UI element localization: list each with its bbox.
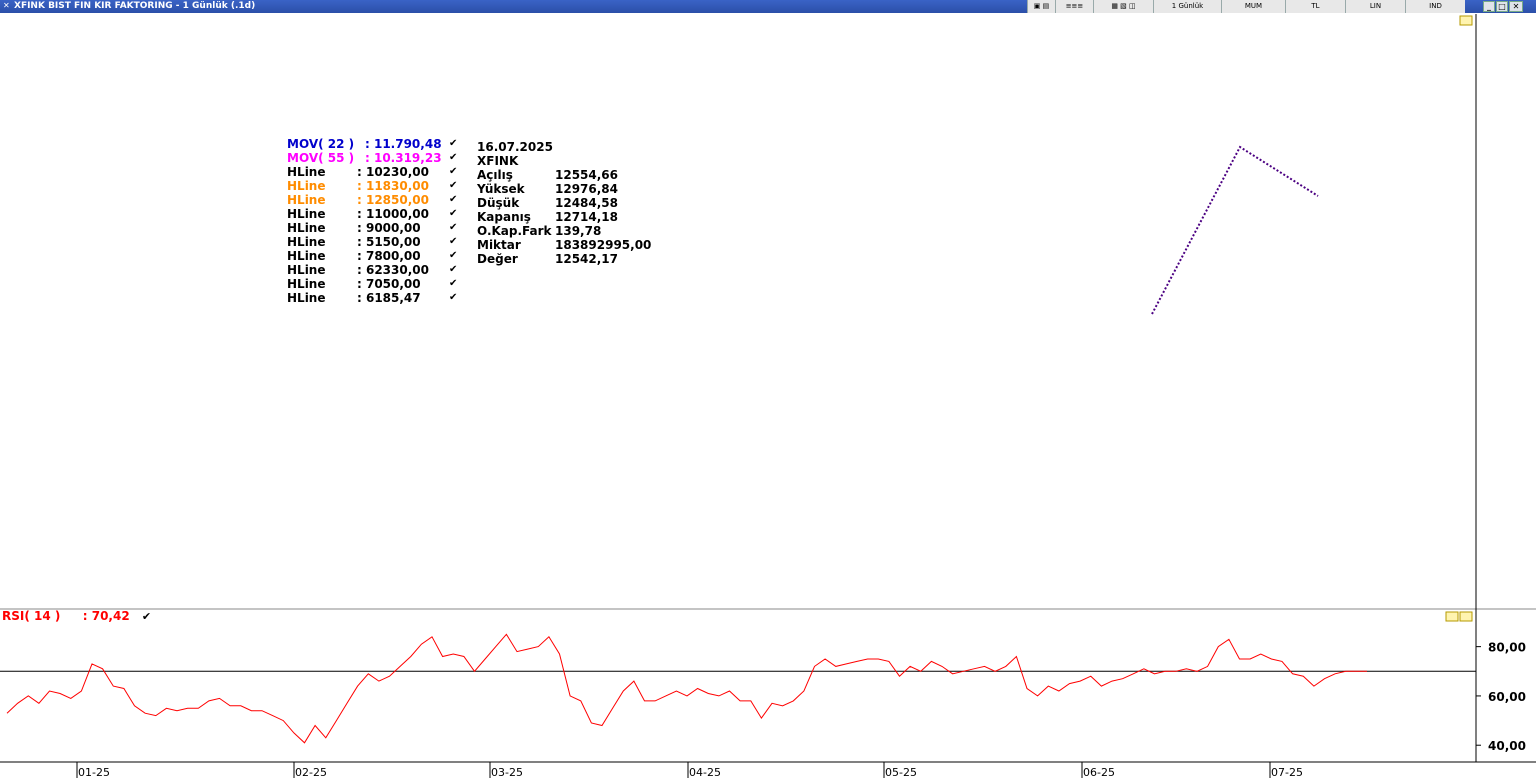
toolbar-icons[interactable]: ▣ ▤ bbox=[1027, 0, 1055, 13]
rsi-line[interactable] bbox=[6, 633, 1367, 744]
info-key: Yüksek bbox=[477, 182, 525, 196]
rsi-check-icon[interactable]: ✔ bbox=[141, 610, 152, 623]
legend-check-icon[interactable]: ✔ bbox=[449, 208, 458, 219]
panel-button-1[interactable] bbox=[1445, 611, 1459, 622]
x-tick-label: 03-25 bbox=[491, 766, 523, 779]
info-row: Düşük 12484,58 bbox=[477, 196, 618, 210]
info-key: Değer bbox=[477, 252, 518, 266]
scale-selector[interactable]: LIN bbox=[1345, 0, 1405, 13]
legend-name: HLine bbox=[287, 235, 326, 249]
legend-check-icon[interactable]: ✔ bbox=[449, 152, 458, 163]
legend-check-icon[interactable]: ✔ bbox=[449, 194, 458, 205]
rsi-label: RSI( 14 ) bbox=[2, 609, 61, 623]
legend-value: : 6185,47 bbox=[357, 291, 421, 305]
info-value: 12484,58 bbox=[555, 196, 619, 210]
rsi-y-tick-label: 40,00 bbox=[1488, 739, 1526, 753]
toolbar-icons-2[interactable]: ▦ ▧ ◫ bbox=[1093, 0, 1153, 13]
rsi-y-tick-label: 80,00 bbox=[1488, 641, 1526, 655]
period-combo[interactable]: ≡≡≡ bbox=[1055, 0, 1093, 13]
legend-name: HLine bbox=[287, 193, 326, 207]
legend-value: : 7800,00 bbox=[357, 249, 421, 263]
legend-check-icon[interactable]: ✔ bbox=[449, 278, 458, 289]
minimize-icon[interactable]: _ bbox=[1483, 1, 1495, 12]
legend-value: : 10.319,23 bbox=[365, 151, 442, 165]
info-row: Değer 12542,17 bbox=[477, 252, 618, 266]
window-title-bar: ✕ XFINK BIST FIN KIR FAKTORING - 1 Günlü… bbox=[0, 0, 1536, 13]
maximize-icon[interactable]: □ bbox=[1496, 1, 1508, 12]
legend-value: : 11000,00 bbox=[357, 207, 429, 221]
info-row: O.Kap.Fark 139,78 bbox=[477, 224, 601, 238]
legend-name: HLine bbox=[287, 291, 326, 305]
legend-name: MOV( 55 ) bbox=[287, 151, 355, 165]
legend-value: : 11830,00 bbox=[357, 179, 429, 193]
legend-name: MOV( 22 ) bbox=[287, 137, 355, 151]
legend-name: HLine bbox=[287, 207, 326, 221]
legend-value: : 9000,00 bbox=[357, 221, 421, 235]
ohlc-info-panel: 16.07.2025 XFINK Açılış 12554,66 Yüksek 129… bbox=[477, 140, 651, 266]
indicator-selector[interactable]: IND bbox=[1405, 0, 1465, 13]
legend-value: : 62330,00 bbox=[357, 263, 429, 277]
info-value: 12976,84 bbox=[555, 182, 619, 196]
rsi-legend: RSI( 14 ) : 70,42 ✔ bbox=[2, 609, 151, 623]
info-key: Açılış bbox=[477, 168, 513, 182]
x-tick-label: 02-25 bbox=[295, 766, 327, 779]
info-value: 183892995,00 bbox=[555, 238, 652, 252]
info-symbol: XFINK bbox=[477, 154, 519, 168]
fib-trend-drawing[interactable] bbox=[1151, 145, 1319, 315]
legend-name: HLine bbox=[287, 277, 326, 291]
panel-button-2[interactable] bbox=[1459, 611, 1473, 622]
info-key: Kapanış bbox=[477, 210, 531, 224]
legend-check-icon[interactable]: ✔ bbox=[449, 166, 458, 177]
period-selector[interactable]: 1 Günlük bbox=[1153, 0, 1221, 13]
legend-value: : 12850,00 bbox=[357, 193, 429, 207]
legend-check-icon[interactable]: ✔ bbox=[449, 138, 458, 149]
info-date: 16.07.2025 bbox=[477, 140, 553, 154]
info-key: Düşük bbox=[477, 196, 520, 210]
info-key: Miktar bbox=[477, 238, 521, 252]
info-row: Miktar 183892995,00 bbox=[477, 238, 651, 252]
rsi-y-tick-label: 60,00 bbox=[1488, 690, 1526, 704]
legend-check-icon[interactable]: ✔ bbox=[449, 264, 458, 275]
currency-selector[interactable]: TL bbox=[1285, 0, 1345, 13]
info-row: Yüksek 12976,84 bbox=[477, 182, 618, 196]
legend-value: : 11.790,48 bbox=[365, 137, 442, 151]
info-row: Açılış 12554,66 bbox=[477, 168, 618, 182]
info-value: 139,78 bbox=[555, 224, 602, 238]
x-tick-label: 01-25 bbox=[78, 766, 110, 779]
close-icon[interactable]: ✕ bbox=[1509, 1, 1523, 12]
info-value: 12542,17 bbox=[555, 252, 619, 266]
legend-check-icon[interactable]: ✔ bbox=[449, 222, 458, 233]
x-tick-label: 06-25 bbox=[1083, 766, 1115, 779]
legend-check-icon[interactable]: ✔ bbox=[449, 292, 458, 303]
rsi-value: : 70,42 bbox=[82, 609, 130, 623]
legend-check-icon[interactable]: ✔ bbox=[449, 236, 458, 247]
legend-check-icon[interactable]: ✔ bbox=[449, 250, 458, 261]
chart-type-selector[interactable]: MUM bbox=[1221, 0, 1285, 13]
window-title: XFINK BIST FIN KIR FAKTORING - 1 Günlük … bbox=[14, 1, 256, 11]
legend-value: : 5150,00 bbox=[357, 235, 421, 249]
info-row: Kapanış 12714,18 bbox=[477, 210, 618, 224]
legend-name: HLine bbox=[287, 221, 326, 235]
legend-name: HLine bbox=[287, 263, 326, 277]
legend-name: HLine bbox=[287, 249, 326, 263]
legend-value: : 10230,00 bbox=[357, 165, 429, 179]
legend-value: : 7050,00 bbox=[357, 277, 421, 291]
info-key: O.Kap.Fark bbox=[477, 224, 552, 238]
x-tick-label: 05-25 bbox=[885, 766, 917, 779]
legend-name: HLine bbox=[287, 165, 326, 179]
x-tick-label: 07-25 bbox=[1271, 766, 1303, 779]
app-icon: ✕ bbox=[3, 1, 10, 10]
legend-check-icon[interactable]: ✔ bbox=[449, 180, 458, 191]
panel-button-0[interactable] bbox=[1459, 15, 1473, 26]
price-panel-bg bbox=[0, 14, 1536, 606]
x-tick-label: 04-25 bbox=[689, 766, 721, 779]
legend-name: HLine bbox=[287, 179, 326, 193]
info-value: 12554,66 bbox=[555, 168, 619, 182]
info-value: 12714,18 bbox=[555, 210, 619, 224]
